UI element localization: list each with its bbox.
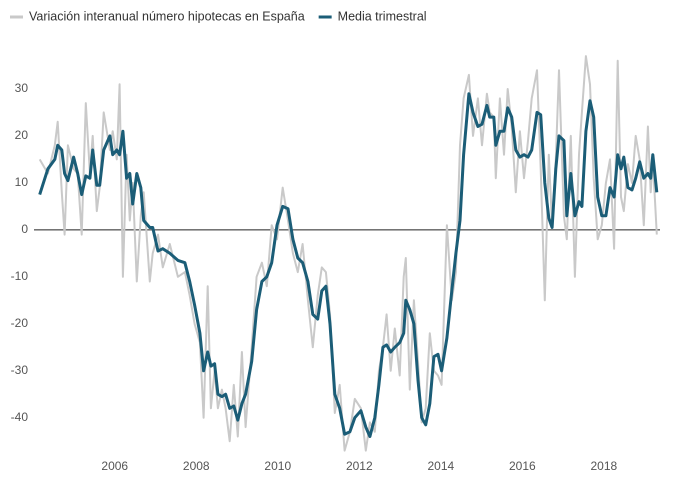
x-tick-label: 2018	[591, 459, 618, 473]
x-tick-label: 2006	[101, 459, 128, 473]
legend-label: Media trimestral	[338, 9, 427, 23]
x-tick-label: 2012	[346, 459, 373, 473]
series-line	[38, 55, 658, 452]
series-line	[38, 92, 659, 438]
y-tick-label: 0	[21, 222, 28, 236]
y-tick-label: 10	[15, 175, 29, 189]
y-tick-label: -40	[11, 410, 29, 424]
y-tick-label: -20	[11, 316, 29, 330]
legend-label: Variación interanual número hipotecas en…	[29, 9, 305, 23]
y-tick-label: -30	[11, 363, 29, 377]
x-tick-label: 2014	[427, 459, 454, 473]
y-tick-label: 30	[15, 81, 29, 95]
x-tick-label: 2008	[183, 459, 210, 473]
y-tick-label: -10	[11, 269, 29, 283]
y-tick-label: 20	[15, 128, 29, 142]
x-tick-label: 2010	[264, 459, 291, 473]
x-tick-label: 2016	[509, 459, 536, 473]
